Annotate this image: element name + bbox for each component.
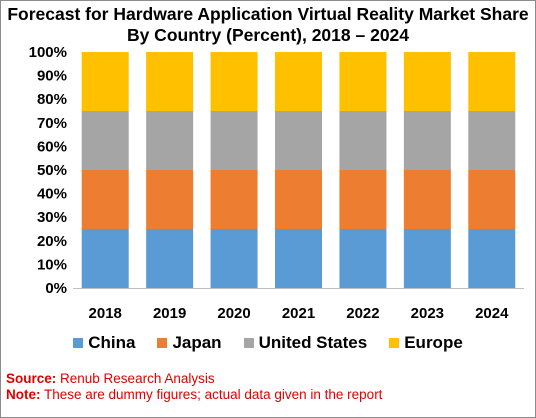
source-label: Source: — [6, 371, 57, 386]
x-tick-label: 2024 — [475, 305, 509, 322]
bar-segment-japan — [339, 170, 387, 229]
chart-title-line-2: By Country (Percent), 2018 – 2024 — [126, 25, 410, 45]
bar-segment-china — [275, 229, 322, 288]
bar-segment-united-states — [403, 111, 451, 170]
bar-segment-united-states — [468, 111, 516, 170]
legend-item: China — [73, 333, 135, 353]
legend-swatch — [243, 338, 254, 348]
note-text: These are dummy figures; actual data giv… — [40, 387, 383, 402]
bar-segment-united-states — [339, 111, 387, 170]
source-note: Source: Renub Research Analysis Note: Th… — [6, 371, 382, 403]
bar-segment-europe — [275, 52, 322, 111]
x-tick-label: 2021 — [282, 305, 315, 322]
y-tick-label: 20% — [37, 233, 67, 250]
legend-swatch — [73, 338, 84, 348]
legend-item: United States — [243, 333, 368, 353]
bar-segment-japan — [275, 170, 322, 229]
y-tick-label: 70% — [37, 115, 67, 132]
bar-segment-europe — [146, 52, 194, 111]
bar-segment-japan — [146, 170, 194, 229]
bar-segment-china — [146, 229, 194, 288]
bar-segment-europe — [81, 52, 129, 111]
legend-swatch — [389, 338, 400, 348]
bar-segment-japan — [210, 170, 258, 229]
y-tick-label: 100% — [29, 44, 67, 61]
bar-segment-united-states — [210, 111, 258, 170]
legend: China Japan United States Europe — [0, 331, 536, 355]
legend-item: Europe — [389, 333, 463, 353]
y-tick-label: 40% — [37, 186, 67, 203]
bar-segment-china — [81, 229, 129, 288]
legend-label: Japan — [172, 333, 222, 352]
y-tick-label: 50% — [37, 162, 67, 179]
bar-segment-china — [403, 229, 451, 288]
bar-segment-united-states — [81, 111, 129, 170]
x-tick-label: 2020 — [217, 305, 250, 322]
bar-segment-united-states — [146, 111, 194, 170]
source-text: Renub Research Analysis — [56, 371, 215, 386]
plot-area: 0% 10% 20% 30% 40% 50% 60% 70% 80% 90% 100% 2018 201… — [29, 44, 524, 322]
chart-title: Forecast for Hardware Application Virtua… — [0, 4, 536, 46]
bar-segment-china — [210, 229, 258, 288]
legend-label: Europe — [404, 333, 463, 352]
x-tick-label: 2022 — [346, 305, 379, 322]
y-tick-label: 60% — [37, 138, 67, 155]
y-tick-label: 0% — [45, 280, 67, 297]
bar-segment-europe — [468, 52, 516, 111]
legend-label: United States — [258, 333, 368, 352]
y-tick-label: 30% — [37, 209, 67, 226]
bar-segment-japan — [81, 170, 129, 229]
bar-segment-china — [468, 229, 516, 288]
chart-title-line-1: Forecast for Hardware Application Virtua… — [7, 4, 529, 24]
y-tick-label: 80% — [37, 91, 67, 108]
y-tick-label: 90% — [37, 68, 67, 85]
bar-segment-united-states — [275, 111, 322, 170]
source-line: Source: Renub Research Analysis — [6, 371, 382, 387]
bar-segment-japan — [403, 170, 451, 229]
bar-segment-china — [339, 229, 387, 288]
legend-label: China — [88, 333, 136, 352]
x-tick-label: 2023 — [411, 305, 444, 322]
note-label: Note: — [6, 387, 41, 402]
bar-segment-europe — [403, 52, 451, 111]
legend-swatch — [157, 338, 168, 348]
bar-segment-europe — [210, 52, 258, 111]
y-tick-label: 10% — [37, 256, 67, 273]
x-tick-label: 2019 — [153, 305, 186, 322]
bar-segment-europe — [339, 52, 387, 111]
x-tick-label: 2018 — [89, 305, 122, 322]
note-line: Note: These are dummy figures; actual da… — [6, 387, 382, 403]
bar-segment-japan — [468, 170, 516, 229]
legend-item: Japan — [157, 333, 222, 353]
